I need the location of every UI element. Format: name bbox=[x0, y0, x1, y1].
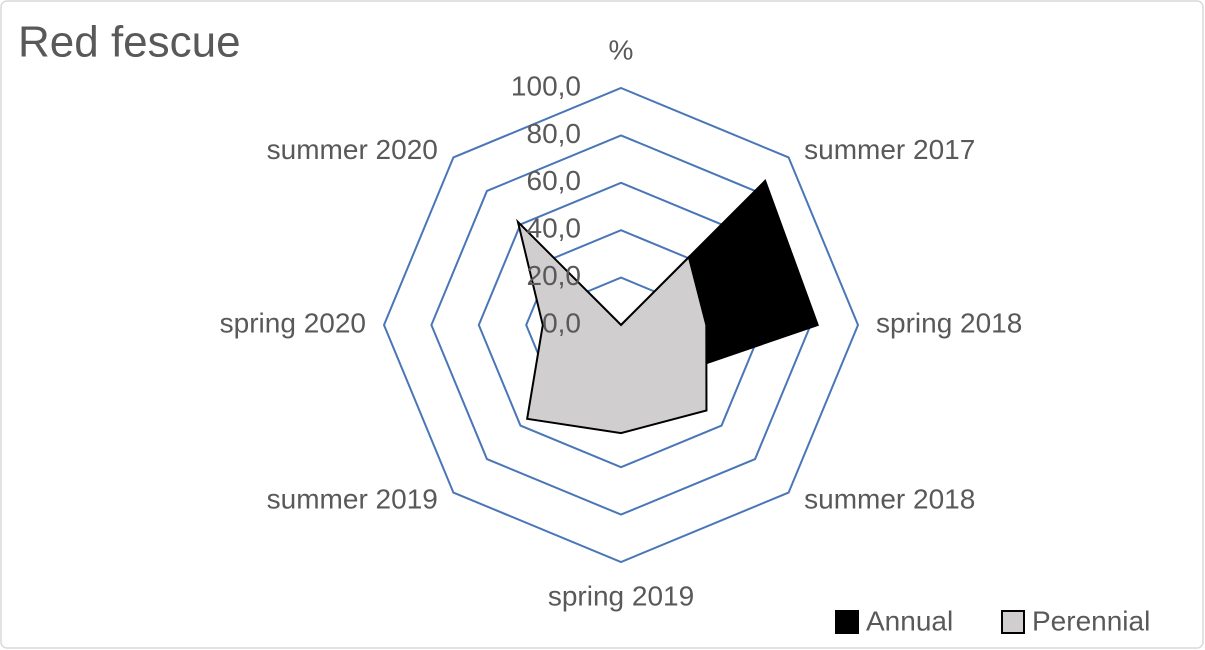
category-label: summer 2020 bbox=[267, 134, 438, 165]
series-area bbox=[516, 218, 708, 435]
category-label: % bbox=[609, 34, 634, 65]
r-tick-label: 20,0 bbox=[527, 260, 582, 291]
legend-swatch bbox=[835, 610, 859, 634]
grid-ring bbox=[382, 86, 860, 564]
legend-label: Annual bbox=[866, 605, 953, 636]
category-label: summer 2019 bbox=[267, 484, 438, 515]
category-label: spring 2020 bbox=[220, 307, 366, 338]
category-label: summer 2017 bbox=[804, 134, 975, 165]
category-label: spring 2019 bbox=[548, 580, 694, 611]
legend-swatch bbox=[1001, 610, 1025, 634]
category-label: spring 2018 bbox=[876, 307, 1022, 338]
r-tick-label: 40,0 bbox=[527, 213, 582, 244]
legend-label: Perennial bbox=[1032, 605, 1150, 636]
chart-title: Red fescue bbox=[18, 18, 241, 67]
r-tick-label: 100,0 bbox=[511, 70, 581, 101]
r-tick-label: 80,0 bbox=[527, 118, 582, 149]
r-tick-label: 0,0 bbox=[542, 307, 581, 338]
category-label: summer 2018 bbox=[804, 484, 975, 515]
r-tick-label: 60,0 bbox=[527, 165, 582, 196]
